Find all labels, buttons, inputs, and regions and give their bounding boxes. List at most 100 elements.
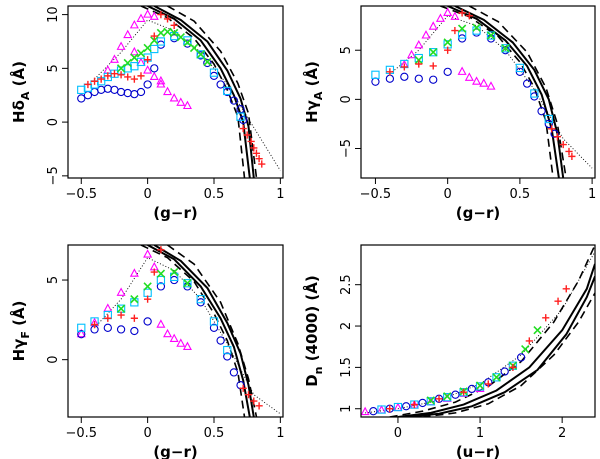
plot-area xyxy=(77,6,281,178)
data-point xyxy=(258,160,266,168)
x-axis-label: (g−r) xyxy=(153,204,197,222)
series-cross xyxy=(116,267,192,313)
model-curve-dashed xyxy=(440,6,554,178)
data-point xyxy=(156,269,166,278)
data-point xyxy=(239,384,247,392)
data-point xyxy=(239,124,247,133)
model-curve-dotted xyxy=(389,15,593,169)
x-tick-label: 1 xyxy=(276,426,284,441)
panel-hgamma-a: −0.5 0 0.5 1 −5 0 5 (g−r) HγA (Å) xyxy=(302,5,596,222)
plot-frame xyxy=(67,5,284,179)
data-point xyxy=(216,80,225,89)
data-point xyxy=(110,70,119,78)
series-triangle xyxy=(399,7,496,90)
data-point xyxy=(176,338,186,347)
plot-frame xyxy=(67,244,284,418)
data-point xyxy=(156,275,166,285)
data-point xyxy=(97,75,105,83)
y-tick-label: 10 xyxy=(46,6,61,23)
y-tick-label: 2.5 xyxy=(339,274,354,295)
data-point xyxy=(530,89,539,98)
data-point xyxy=(129,46,139,56)
data-point xyxy=(77,85,86,94)
data-point xyxy=(130,75,138,83)
data-point xyxy=(435,395,443,403)
data-point xyxy=(516,353,526,362)
data-point xyxy=(554,297,562,305)
y-tick-label: 5 xyxy=(46,276,61,284)
data-point xyxy=(123,58,132,68)
data-point xyxy=(451,390,460,399)
data-point xyxy=(143,249,153,258)
data-point xyxy=(116,304,126,313)
data-point xyxy=(150,64,159,73)
data-point xyxy=(104,72,112,80)
data-point xyxy=(90,321,99,329)
data-point xyxy=(130,314,138,322)
data-point xyxy=(136,49,146,58)
x-tick-label: 0 xyxy=(143,187,151,202)
data-point xyxy=(116,64,126,73)
data-point xyxy=(170,272,179,282)
data-point xyxy=(157,11,165,19)
x-axis-label: (u−r) xyxy=(456,443,500,459)
data-point xyxy=(544,114,553,124)
data-point xyxy=(170,28,179,38)
data-point xyxy=(116,87,126,97)
data-point xyxy=(169,333,179,343)
data-point xyxy=(486,81,496,90)
y-tick-label: 0 xyxy=(46,118,61,126)
data-point xyxy=(515,63,525,73)
data-point xyxy=(414,74,423,83)
x-tick-label: 0 xyxy=(444,187,452,202)
model-curve-dashed xyxy=(167,6,258,178)
data-point xyxy=(537,107,546,116)
series-circle xyxy=(369,353,526,416)
data-point xyxy=(426,397,435,406)
data-point xyxy=(143,65,153,74)
data-point xyxy=(116,41,126,50)
data-point xyxy=(189,43,199,53)
plot-area xyxy=(371,6,593,178)
data-point xyxy=(429,48,438,57)
data-point xyxy=(117,71,125,79)
data-point xyxy=(149,71,159,81)
x-tick-label: 0.5 xyxy=(510,187,531,202)
data-point xyxy=(144,295,152,303)
data-point xyxy=(414,55,423,65)
y-axis-label: HγA (Å) xyxy=(302,61,325,123)
data-point xyxy=(562,285,570,293)
data-point xyxy=(156,75,166,85)
data-point xyxy=(170,21,178,29)
data-point xyxy=(414,39,424,49)
y-tick-label: 5 xyxy=(46,64,61,72)
y-tick-label: 2 xyxy=(339,322,354,330)
data-point xyxy=(136,13,146,22)
data-point xyxy=(472,23,481,32)
data-point xyxy=(182,341,192,350)
data-point xyxy=(426,396,435,405)
data-point xyxy=(130,53,139,62)
data-point xyxy=(484,380,492,388)
data-point xyxy=(143,9,153,18)
data-point xyxy=(196,294,205,304)
data-point xyxy=(182,100,192,110)
data-point xyxy=(163,15,172,23)
data-point xyxy=(400,72,409,81)
data-point xyxy=(143,43,152,53)
data-point xyxy=(196,50,205,59)
data-point xyxy=(444,46,452,54)
data-point xyxy=(568,152,576,160)
data-point xyxy=(410,400,418,409)
y-tick-label: −5 xyxy=(339,139,354,158)
data-point xyxy=(209,317,219,326)
data-point xyxy=(369,407,378,416)
data-point xyxy=(377,405,386,414)
data-point xyxy=(84,80,92,89)
model-curve-solid xyxy=(153,245,255,417)
data-point xyxy=(371,70,380,79)
data-point xyxy=(103,303,113,312)
data-point xyxy=(116,287,126,296)
data-point xyxy=(429,48,438,57)
data-point xyxy=(229,96,239,105)
